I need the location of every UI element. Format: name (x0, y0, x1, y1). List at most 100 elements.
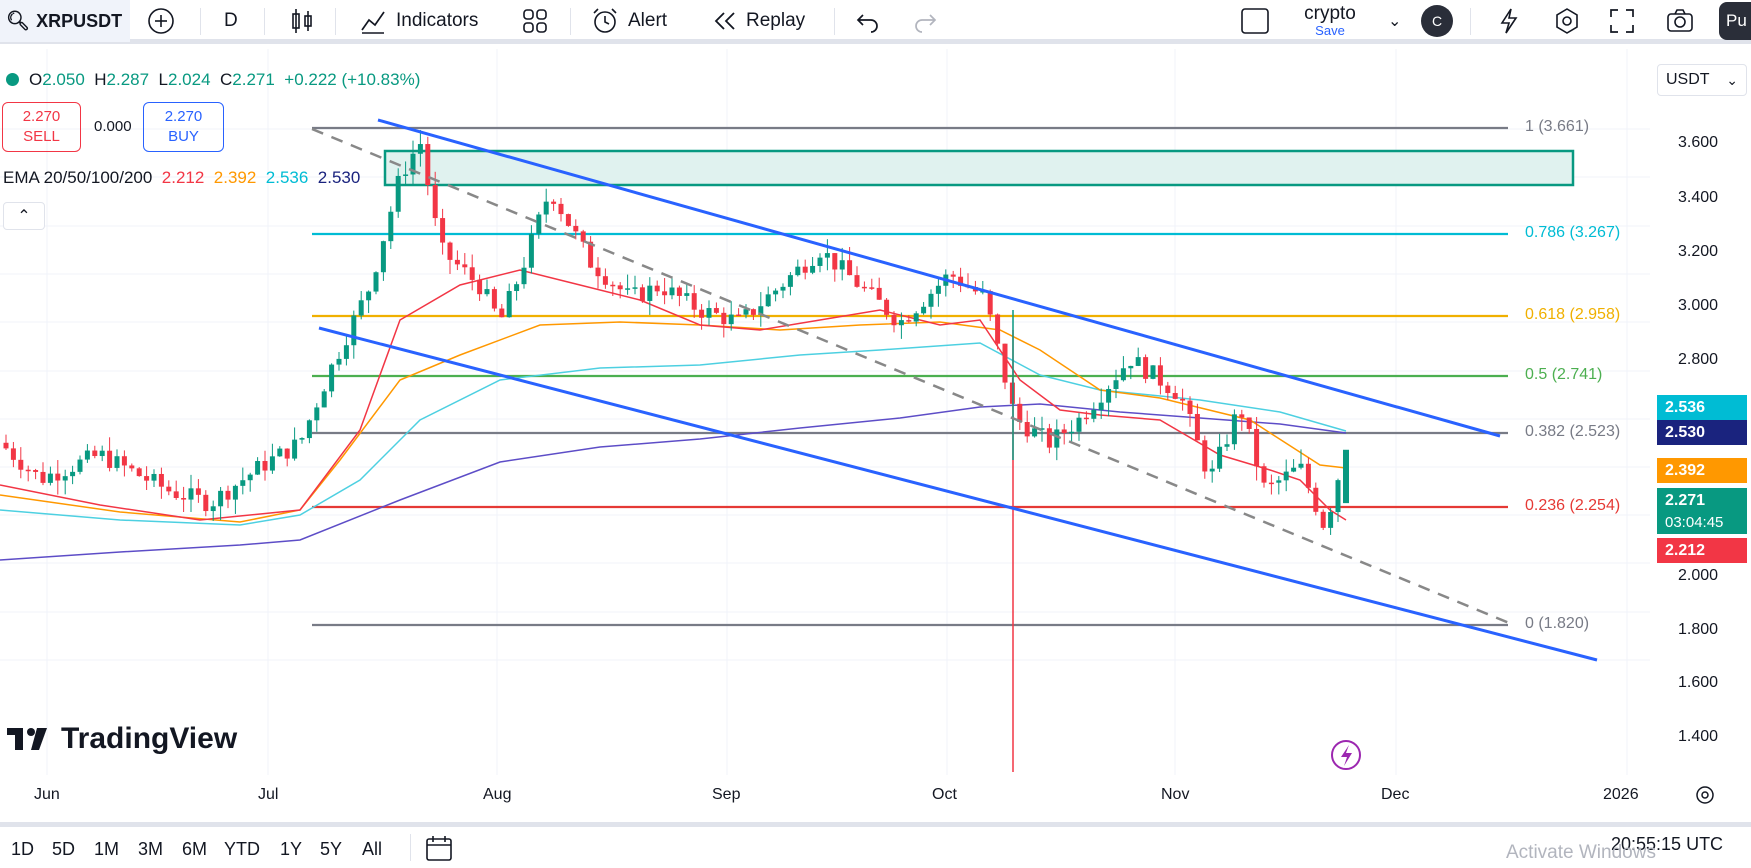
fib-level-label: 0.786 (3.267) (1525, 224, 1621, 241)
time-tick: Dec (1381, 786, 1410, 803)
candle-body (1157, 365, 1163, 386)
time-tick: Nov (1161, 786, 1190, 803)
candle-body (514, 284, 520, 292)
candle-body (654, 285, 660, 292)
candle-body (728, 314, 734, 325)
candle-body (699, 309, 705, 318)
ema200-line (0, 403, 1347, 561)
layout-name-label: crypto (1304, 3, 1356, 24)
bottom-toolbar: 1D 5D 1M 3M 6M YTD 1Y 5Y All (0, 822, 1751, 864)
range-button-ytd[interactable]: YTD (224, 839, 260, 859)
candle-body (403, 174, 409, 176)
range-button-5y[interactable]: 5Y (320, 839, 343, 859)
interval-button[interactable]: D (224, 0, 238, 42)
candle-body (632, 287, 638, 289)
templates-button[interactable] (521, 0, 549, 42)
candle-body (1187, 400, 1193, 414)
candle-body (662, 291, 668, 296)
ema-legend[interactable]: EMA 20/50/100/200 2.212 2.392 2.536 2.53… (3, 168, 360, 188)
candle-body (521, 267, 527, 285)
descending-channel (311, 118, 1598, 662)
candle-body (92, 450, 98, 457)
layout-dropdown[interactable]: ⌄ (1388, 0, 1401, 42)
candle-body (1180, 398, 1186, 401)
candle-body (1039, 428, 1045, 430)
account-avatar[interactable]: C (1421, 0, 1453, 42)
currency-select[interactable]: USDT ⌄ (1657, 64, 1747, 96)
collapse-legend-button[interactable]: ⌃ (3, 202, 45, 230)
range-button-6m[interactable]: 6M (182, 839, 208, 859)
open-key: O (29, 70, 43, 89)
buy-button[interactable]: 2.270 BUY (143, 102, 224, 152)
add-symbol-button[interactable] (146, 0, 176, 42)
candle-body (232, 485, 238, 500)
candle-body (351, 315, 357, 346)
ema-label: EMA 20/50/100/200 (3, 168, 153, 187)
candle-body (77, 459, 83, 472)
currency-label: USDT (1666, 71, 1710, 88)
candle-body (1091, 409, 1097, 419)
candle-body (1032, 428, 1038, 437)
fib-level-label: 0.382 (2.523) (1525, 423, 1621, 440)
screenshot-button[interactable] (1665, 0, 1695, 42)
candle-body (1172, 393, 1178, 399)
chart-type-button[interactable] (289, 0, 315, 42)
candle-body (25, 469, 31, 472)
candle-body (928, 293, 934, 307)
range-button-1y[interactable]: 1Y (280, 839, 303, 859)
candle-body (565, 214, 571, 226)
range-button-1m[interactable]: 1M (94, 839, 120, 859)
candle-body (861, 286, 867, 289)
publish-button[interactable]: Pu (1719, 2, 1751, 40)
layout-name[interactable]: crypto Save (1300, 0, 1360, 42)
sell-label: SELL (23, 128, 60, 145)
candle-body (551, 201, 557, 204)
range-button-1d[interactable]: 1D (11, 839, 35, 859)
candle-body (765, 294, 771, 307)
candle-body (70, 471, 76, 477)
candle-body (1239, 414, 1245, 418)
indicators-button[interactable]: Indicators (358, 0, 478, 42)
candle-body (1224, 444, 1230, 447)
candle-body (1202, 440, 1208, 472)
undo-button[interactable] (855, 0, 881, 42)
price-chart[interactable] (0, 49, 1751, 775)
quick-search-button[interactable] (1494, 0, 1524, 42)
ema20-value: 2.212 (161, 168, 205, 187)
candle-body (1002, 343, 1008, 383)
candle-body (950, 274, 956, 277)
range-button-5d[interactable]: 5D (52, 839, 76, 859)
candle-body (358, 300, 364, 316)
candle-body (410, 153, 416, 175)
fib-level-label: 0.236 (2.254) (1525, 497, 1621, 514)
goto-date-button[interactable] (424, 833, 454, 868)
symbol-search[interactable]: 🔍︎ XRPUSDT (0, 0, 130, 42)
fullscreen-button[interactable] (1608, 0, 1636, 42)
candle-body (647, 285, 653, 301)
fib-level-label: 0 (1.820) (1525, 615, 1590, 632)
replay-button[interactable]: Replay (712, 0, 805, 42)
candle-body (780, 286, 786, 291)
candle-body (136, 468, 142, 477)
candle-body (706, 308, 712, 318)
close-value: 2.271 (232, 70, 275, 89)
publish-label: Pu (1726, 11, 1747, 30)
candle-body (1024, 422, 1030, 437)
redo-button[interactable] (912, 0, 938, 42)
range-button-3m[interactable]: 3M (138, 839, 164, 859)
chevron-up-icon: ⌃ (17, 208, 31, 225)
layout-checkbox[interactable] (1240, 0, 1270, 42)
utc-clock[interactable]: 20:55:15 UTC (1611, 834, 1724, 854)
candle-body (499, 308, 505, 318)
sell-button[interactable]: 2.270 SELL (2, 102, 81, 152)
axis-settings-button[interactable] (1693, 783, 1717, 812)
candle-body (1061, 429, 1067, 434)
candle-body (921, 306, 927, 314)
tradingview-logo[interactable]: TradingView (7, 722, 237, 756)
ohlc-legend: O2.050 H2.287 L2.024 C2.271 +0.222 (+10.… (6, 70, 420, 90)
candle-body (62, 476, 68, 481)
candle-body (536, 214, 542, 234)
range-button-all[interactable]: All (362, 839, 383, 859)
settings-button[interactable] (1552, 0, 1582, 42)
alert-button[interactable]: Alert (590, 0, 667, 42)
